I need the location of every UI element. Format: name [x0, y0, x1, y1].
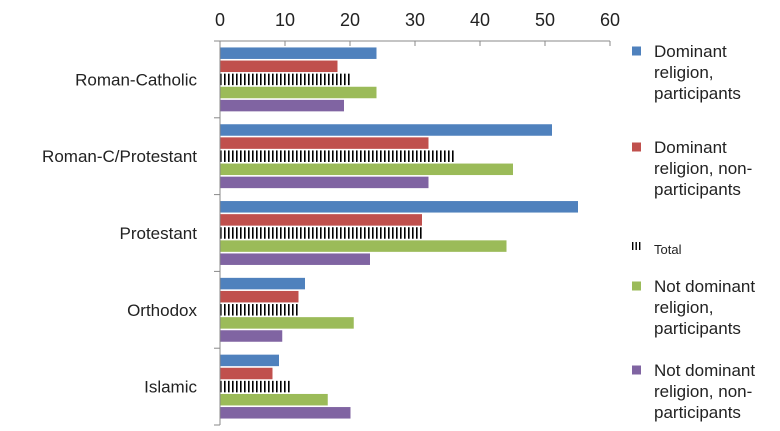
bar — [220, 163, 513, 176]
bar — [220, 73, 351, 86]
legend-swatch — [632, 46, 641, 56]
category-label: Islamic — [144, 378, 197, 397]
bar — [220, 240, 507, 252]
legend-label: religion, non- — [654, 159, 752, 178]
category-label: Orthodox — [127, 301, 197, 320]
bar — [220, 176, 429, 189]
bar — [220, 47, 377, 59]
x-tick-label: 40 — [470, 10, 490, 30]
legend-swatch — [632, 281, 641, 291]
bar — [220, 137, 429, 149]
legend-label: Not dominant — [654, 361, 755, 380]
bar — [220, 201, 578, 213]
legend-swatch-stripe — [635, 242, 637, 250]
legend-swatch — [632, 242, 641, 250]
bar — [220, 380, 292, 393]
legend-swatch — [632, 365, 641, 375]
x-tick-label: 50 — [535, 10, 555, 30]
category-label: Protestant — [120, 224, 198, 243]
legend-label: Dominant — [654, 42, 727, 61]
category-axis: Roman-Catholic Roman-C/Protestant Protesta… — [42, 40, 221, 426]
category-label: Roman-C/Protestant — [42, 147, 197, 166]
x-tick-label: 60 — [600, 10, 620, 30]
bar — [220, 253, 370, 265]
legend-swatch-stripe — [632, 242, 634, 250]
legend-label: Dominant — [654, 138, 727, 157]
legend-label: religion, — [654, 63, 714, 82]
bar — [220, 124, 552, 136]
legend-label: participants — [654, 180, 741, 199]
x-tick-label: 10 — [275, 10, 295, 30]
x-tick-label: 0 — [215, 10, 225, 30]
bar — [220, 214, 422, 226]
legend: Dominant religion, participants Dominant rel… — [632, 42, 755, 422]
bar — [220, 227, 422, 239]
bar — [220, 290, 299, 303]
category-label: Roman-Catholic — [75, 70, 197, 89]
bar — [220, 304, 299, 316]
x-tick-label: 30 — [405, 10, 425, 30]
bar — [220, 407, 351, 419]
legend-swatch-stripe — [639, 242, 641, 250]
bar — [220, 277, 305, 290]
legend-label: participants — [654, 403, 741, 422]
bar — [220, 330, 283, 342]
bar — [220, 86, 377, 99]
bars — [220, 47, 578, 419]
legend-swatch — [632, 142, 641, 152]
bar — [220, 354, 279, 367]
legend-label: religion, — [654, 298, 714, 317]
bar — [220, 60, 338, 73]
legend-label: Total — [654, 242, 682, 257]
legend-label: religion, non- — [654, 382, 752, 401]
bar — [220, 99, 344, 112]
x-tick-label: 20 — [340, 10, 360, 30]
legend-label: participants — [654, 84, 741, 103]
bar — [220, 393, 328, 406]
bar — [220, 150, 455, 162]
x-axis: 0 10 20 30 40 50 60 — [215, 10, 620, 46]
bar — [220, 317, 354, 329]
bar — [220, 367, 273, 380]
legend-label: participants — [654, 319, 741, 338]
legend-label: Not dominant — [654, 277, 755, 296]
